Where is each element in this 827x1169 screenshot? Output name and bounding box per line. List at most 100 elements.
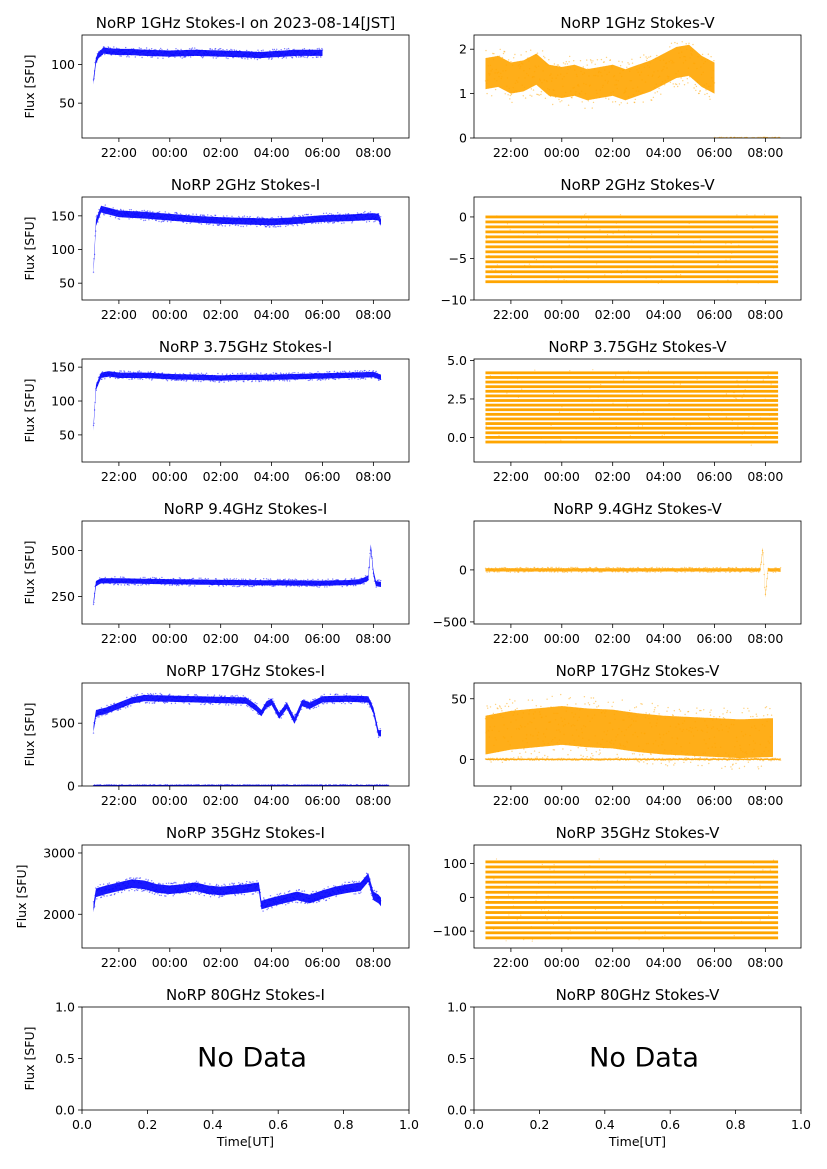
data-point: [230, 376, 233, 378]
data-point: [367, 212, 369, 215]
data-point: [542, 223, 545, 225]
data-point: [317, 581, 320, 583]
data-point: [550, 706, 552, 708]
x-tick-label: 06:00: [304, 631, 340, 646]
data-point: [204, 215, 206, 218]
data-point: [312, 582, 315, 584]
data-point: [514, 571, 516, 573]
data-point: [234, 50, 236, 52]
data-point: [124, 213, 126, 215]
data-point: [272, 218, 274, 220]
data-point: [558, 240, 561, 242]
data-point: [309, 708, 311, 710]
data-point: [683, 761, 685, 764]
data-point: [155, 55, 157, 57]
data-point: [174, 219, 177, 221]
data-point: [515, 90, 517, 92]
data-point: [152, 211, 154, 213]
data-point: [318, 586, 320, 588]
data-point: [105, 47, 107, 50]
x-tick-label: 22:00: [101, 145, 137, 160]
data-point: [717, 263, 719, 266]
data-point: [169, 55, 171, 58]
data-point: [301, 54, 303, 56]
data-point: [177, 375, 179, 377]
data-point: [716, 418, 718, 420]
data-point: [198, 52, 200, 54]
data-point: [690, 731, 692, 733]
data-point: [277, 711, 279, 714]
data-point: [645, 277, 647, 279]
data-point: [132, 51, 134, 53]
data-point: [142, 576, 144, 579]
data-point: [242, 225, 244, 228]
data-point: [556, 729, 558, 731]
y-tick-label: 0: [459, 131, 467, 146]
data-point: [593, 714, 596, 716]
data-point: [731, 569, 733, 571]
data-point: [372, 370, 375, 372]
data-point: [543, 743, 545, 745]
data-point: [210, 377, 213, 380]
data-point: [184, 215, 187, 217]
data-point: [497, 71, 500, 74]
data-point: [607, 701, 609, 703]
data-point: [736, 404, 738, 406]
data-point: [658, 87, 660, 90]
data-point: [374, 579, 376, 582]
data-point: [491, 729, 493, 731]
data-point: [244, 696, 246, 698]
data-point: [683, 566, 686, 569]
series-band: [93, 47, 323, 85]
data-point: [612, 233, 614, 235]
data-point: [205, 220, 207, 223]
data-point: [660, 716, 662, 718]
data-point: [600, 383, 602, 386]
data-point: [337, 693, 339, 696]
data-point: [711, 77, 713, 79]
data-point: [194, 373, 196, 376]
data-point: [704, 566, 707, 569]
data-point: [617, 567, 619, 569]
data-point: [571, 568, 574, 571]
data-point: [504, 93, 506, 95]
data-point: [379, 376, 381, 378]
data-point: [596, 706, 598, 708]
data-point: [324, 583, 326, 586]
data-point: [577, 747, 579, 749]
data-point: [321, 218, 323, 221]
data-point: [645, 56, 647, 58]
data-point: [542, 571, 544, 573]
data-point: [179, 581, 181, 583]
data-point: [721, 767, 723, 769]
data-point: [342, 372, 345, 374]
data-point: [662, 59, 665, 61]
data-point: [298, 711, 300, 713]
x-tick-label: 04:00: [646, 145, 682, 160]
data-point: [250, 376, 252, 378]
data-point: [161, 576, 163, 579]
data-point: [146, 373, 148, 375]
data-point: [584, 703, 586, 705]
data-point: [104, 580, 106, 583]
data-point: [632, 734, 634, 736]
data-point: [121, 373, 124, 376]
data-point: [374, 582, 377, 584]
data-point: [292, 225, 294, 227]
data-point: [194, 694, 196, 696]
data-point: [140, 696, 142, 699]
data-point: [521, 388, 523, 390]
data-point: [322, 377, 325, 379]
data-point: [248, 578, 251, 580]
data-point: [264, 224, 266, 226]
data-point: [228, 222, 230, 224]
data-point: [566, 707, 568, 709]
data-point: [689, 566, 691, 569]
data-point: [738, 767, 741, 769]
data-point: [95, 216, 98, 218]
data-point: [145, 210, 147, 213]
data-point: [337, 212, 339, 214]
data-point: [229, 50, 231, 53]
data-point: [230, 583, 233, 586]
data-point: [326, 219, 328, 221]
